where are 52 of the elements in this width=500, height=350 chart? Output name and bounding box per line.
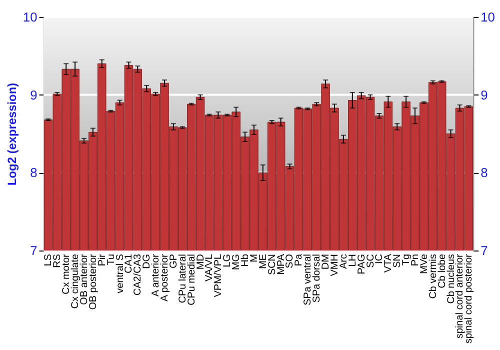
x-tick-label: SO [284, 254, 296, 268]
x-tick-label: SC [365, 254, 376, 268]
y2-tick-label: 9 [480, 87, 488, 102]
y-tick-label: 10 [22, 9, 38, 24]
y2-tick-label: 8 [480, 165, 488, 180]
x-tick-label: A posterior [159, 253, 170, 302]
x-tick-label: CPu lateral [177, 254, 188, 304]
x-tick-label: Pa [294, 254, 305, 266]
x-tick-label: VTA [383, 254, 394, 273]
x-tick-label: MVe [418, 254, 430, 274]
x-tick-label: CA1 [124, 254, 135, 274]
x-tick-label: SPa dorsal [312, 254, 323, 303]
x-tick-label: VPM/VPL [213, 254, 224, 298]
x-tick-label: Cb vermis [428, 254, 439, 299]
x-tick-label: M [248, 254, 260, 262]
x-tick-label: IC [374, 254, 386, 264]
x-tick-label: ME [258, 254, 269, 269]
x-tick-label: spinal cord posterior [464, 253, 475, 344]
x-tick-label: PAG [356, 254, 368, 274]
x-tick-label: OB posterior [88, 253, 99, 310]
x-tick-label: DM [320, 254, 332, 270]
x-tick-label: SCN [266, 254, 278, 275]
x-tick-label: MPA [276, 254, 287, 275]
x-tick-label: VMH [329, 254, 340, 276]
x-tick-label: DG [142, 254, 153, 269]
y-tick-label: 7 [30, 243, 38, 258]
x-tick-label: OB anterior [78, 253, 90, 305]
x-tick-label: LH [347, 254, 358, 267]
x-tick-label: RS [52, 254, 64, 268]
x-tick-label: Pn [410, 254, 421, 266]
x-tick-label: LS [43, 254, 54, 266]
x-tick-label: ventral S [114, 254, 126, 294]
x-tick-label: Tg [401, 254, 412, 266]
x-tick-label: Pir [96, 253, 108, 266]
x-tick-label: SN [392, 254, 404, 268]
x-tick-label: Cb nucleus [446, 254, 457, 304]
x-tick-label: Arc [338, 254, 350, 269]
x-tick-label: LG [222, 254, 234, 268]
x-tick-label: CPu medial [186, 254, 198, 306]
y-tick-label: 9 [30, 87, 38, 102]
x-tick-label: GP [168, 254, 180, 268]
x-tick-label: Cx cingulate [70, 254, 82, 309]
y-axis-title: Log2 (expression) [4, 82, 19, 186]
y2-tick-label: 10 [480, 9, 495, 24]
x-tick-label: Hb [240, 254, 252, 267]
x-tick-label: Cb lobe [436, 254, 448, 288]
y-tick-label: 8 [30, 165, 38, 180]
x-tick-label: spinal cord anterior [454, 253, 466, 339]
y2-tick-label: 7 [480, 243, 488, 258]
x-tick-label: A anterior [150, 253, 162, 297]
x-tick-label: Tu [106, 254, 117, 266]
x-tick-label: CA2/CA3 [132, 254, 144, 296]
